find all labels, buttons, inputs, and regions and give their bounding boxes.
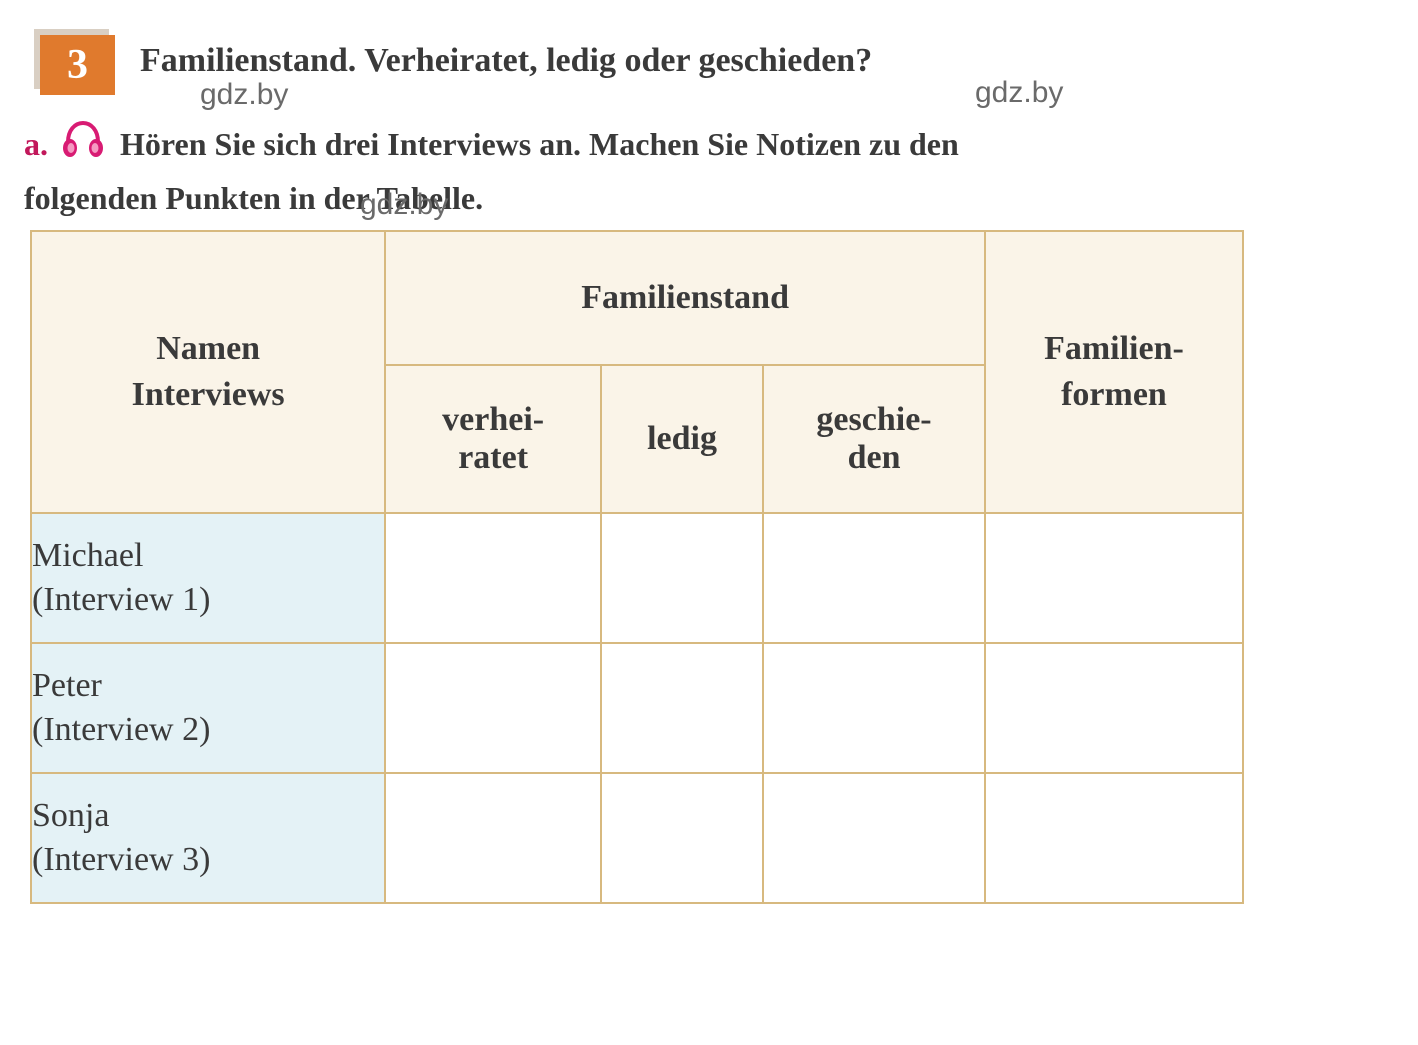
interview-table: Namen Interviews Familienstand Familien-… [30, 230, 1244, 904]
part-a-label: a. [24, 126, 48, 162]
exercise-page: 3 Familienstand. Verheiratet, ledig oder… [0, 0, 1418, 1045]
cell-familienformen [985, 773, 1243, 903]
headphones-icon [60, 118, 106, 171]
instruction-line1: Hören Sie sich drei Interviews an. Mache… [120, 126, 959, 162]
exercise-title: Familienstand. Verheiratet, ledig oder g… [140, 42, 872, 80]
col-header-familienstand: Familienstand [385, 231, 985, 365]
watermark: gdz.by [200, 78, 288, 112]
sub-ledig-text: ledig [647, 420, 717, 457]
row-name-cell: Sonja (Interview 3) [31, 773, 385, 903]
header-names-line2: Interviews [132, 376, 285, 413]
row1-name-l2: (Interview 2) [32, 711, 210, 748]
sub-header-ledig: ledig [601, 365, 763, 513]
header-familienstand-text: Familienstand [581, 279, 789, 316]
cell-geschieden [763, 773, 985, 903]
row0-name-l1: Michael [32, 537, 143, 574]
header-names-line1: Namen [156, 330, 260, 367]
sub-gesch-l2: den [848, 439, 901, 476]
cell-familienformen [985, 513, 1243, 643]
row2-name-l2: (Interview 3) [32, 841, 210, 878]
header-formen-line2: formen [1061, 376, 1167, 413]
row-name-cell: Michael (Interview 1) [31, 513, 385, 643]
row0-name-l2: (Interview 1) [32, 581, 210, 618]
sub-header-verheiratet: verhei- ratet [385, 365, 601, 513]
sub-header-geschieden: geschie- den [763, 365, 985, 513]
sub-gesch-l1: geschie- [816, 401, 931, 438]
watermark: gdz.by [975, 76, 1063, 110]
table-row: Michael (Interview 1) [31, 513, 1243, 643]
row-name-cell: Peter (Interview 2) [31, 643, 385, 773]
header-formen-line1: Familien- [1044, 330, 1184, 367]
cell-ledig [601, 513, 763, 643]
col-header-familienformen: Familien- formen [985, 231, 1243, 513]
cell-ledig [601, 643, 763, 773]
table-row: Sonja (Interview 3) [31, 773, 1243, 903]
sub-verhei-l1: verhei- [442, 401, 544, 438]
row2-name-l1: Sonja [32, 797, 109, 834]
exercise-number-badge: 3 [40, 35, 115, 95]
cell-verheiratet [385, 513, 601, 643]
row1-name-l1: Peter [32, 667, 102, 704]
cell-geschieden [763, 513, 985, 643]
cell-geschieden [763, 643, 985, 773]
sub-verhei-l2: ratet [458, 439, 528, 476]
instruction-block: a. Hören Sie sich drei Interviews an. Ma… [24, 118, 1388, 220]
cell-verheiratet [385, 643, 601, 773]
cell-familienformen [985, 643, 1243, 773]
table-row: Peter (Interview 2) [31, 643, 1243, 773]
col-header-names: Namen Interviews [31, 231, 385, 513]
cell-verheiratet [385, 773, 601, 903]
instruction-line2: folgenden Punkten in der Tabelle. [24, 180, 483, 216]
cell-ledig [601, 773, 763, 903]
